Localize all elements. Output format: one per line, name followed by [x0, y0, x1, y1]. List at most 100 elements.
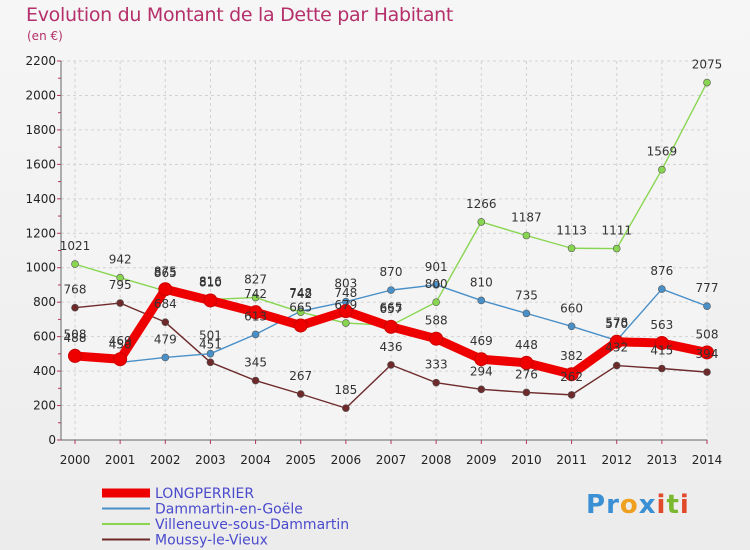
data-point [342, 319, 350, 327]
data-point [522, 388, 531, 397]
data-point [387, 286, 395, 294]
data-label: 1021 [60, 239, 91, 253]
y-tick-label: 1400 [25, 192, 56, 206]
data-point [477, 218, 486, 226]
data-label: 450 [109, 337, 132, 351]
data-label: 800 [425, 277, 448, 291]
x-tick-label: 2010 [511, 453, 542, 467]
data-point [71, 303, 79, 312]
data-label: 508 [696, 327, 719, 341]
data-label: 432 [605, 341, 628, 355]
data-label: 901 [425, 260, 448, 274]
legend-label: Dammartin-en-Goële [155, 502, 303, 518]
x-tick-label: 2009 [466, 453, 497, 467]
data-label: 810 [199, 275, 222, 289]
x-tick-label: 2011 [556, 453, 587, 467]
y-tick-label: 1000 [25, 261, 56, 275]
data-label: 508 [64, 327, 87, 341]
data-point [519, 355, 534, 370]
logo-letter: t [666, 490, 680, 520]
chart-subtitle: (en €) [27, 29, 63, 43]
y-tick-label: 200 [33, 399, 56, 413]
x-tick-label: 2000 [60, 453, 91, 467]
data-label: 479 [154, 332, 177, 346]
data-point [703, 368, 711, 376]
data-point [206, 358, 215, 367]
data-point [338, 304, 353, 319]
y-tick-label: 0 [48, 433, 56, 447]
data-point [477, 385, 486, 394]
data-label: 876 [650, 264, 673, 278]
data-label: 451 [199, 337, 222, 351]
data-point [654, 336, 669, 351]
data-label: 276 [515, 367, 538, 381]
data-point [293, 318, 308, 333]
data-point [251, 376, 260, 385]
data-point [612, 244, 621, 253]
data-label: 875 [154, 264, 177, 278]
data-label: 870 [380, 265, 403, 279]
data-point [251, 293, 260, 302]
data-point [567, 244, 576, 253]
data-label: 563 [650, 318, 673, 332]
data-point [658, 364, 666, 373]
data-label: 469 [470, 334, 493, 348]
data-label: 1569 [647, 145, 678, 159]
data-label: 1113 [556, 223, 587, 237]
data-label: 795 [109, 278, 132, 292]
data-label: 660 [560, 301, 583, 315]
x-tick-label: 2002 [150, 453, 181, 467]
data-point [251, 330, 260, 339]
data-point [296, 390, 305, 398]
data-label: 777 [696, 281, 719, 295]
x-tick-label: 2014 [692, 453, 723, 467]
data-label: 415 [650, 344, 673, 358]
data-point [432, 280, 440, 289]
data-label: 748 [289, 286, 312, 300]
y-tick-label: 1800 [25, 123, 56, 137]
data-point [522, 309, 531, 318]
data-label: 448 [515, 338, 538, 352]
data-point [161, 353, 170, 362]
data-label: 333 [425, 358, 448, 372]
y-tick-label: 2000 [25, 88, 56, 102]
data-label: 1111 [601, 224, 632, 238]
data-point [703, 78, 711, 87]
data-label: 665 [289, 300, 312, 314]
data-point [658, 285, 666, 293]
data-label: 1266 [466, 197, 497, 211]
legend-label: Moussy-le-Vieux [155, 533, 268, 549]
data-label: 679 [334, 298, 357, 312]
data-label: 1187 [511, 211, 542, 225]
data-label: 469 [109, 334, 132, 348]
data-point [203, 293, 218, 308]
x-tick-label: 2007 [376, 453, 407, 467]
data-point [658, 165, 666, 174]
y-tick-label: 800 [33, 295, 56, 309]
data-point [71, 260, 79, 268]
data-label: 768 [64, 283, 87, 297]
data-point [432, 378, 440, 387]
logo-letter: o [619, 490, 639, 520]
y-tick-label: 1200 [25, 226, 56, 240]
data-point [68, 348, 82, 363]
data-point [158, 282, 173, 297]
data-label: 742 [244, 287, 267, 301]
data-label: 942 [109, 253, 132, 267]
data-point [522, 231, 531, 240]
legend-label: LONGPERRIER [155, 486, 254, 502]
logo-letter: r [606, 490, 620, 520]
logo-letter: i [656, 490, 667, 520]
y-tick-label: 600 [33, 330, 56, 344]
data-label: 827 [244, 273, 267, 287]
x-tick-label: 2004 [240, 453, 271, 467]
logo-letter: P [586, 490, 607, 520]
y-tick-label: 2200 [25, 54, 56, 68]
data-label: 488 [64, 331, 87, 345]
data-label: 657 [380, 302, 403, 316]
data-point [703, 302, 711, 310]
data-label: 2075 [692, 58, 723, 72]
data-label: 816 [199, 274, 222, 288]
